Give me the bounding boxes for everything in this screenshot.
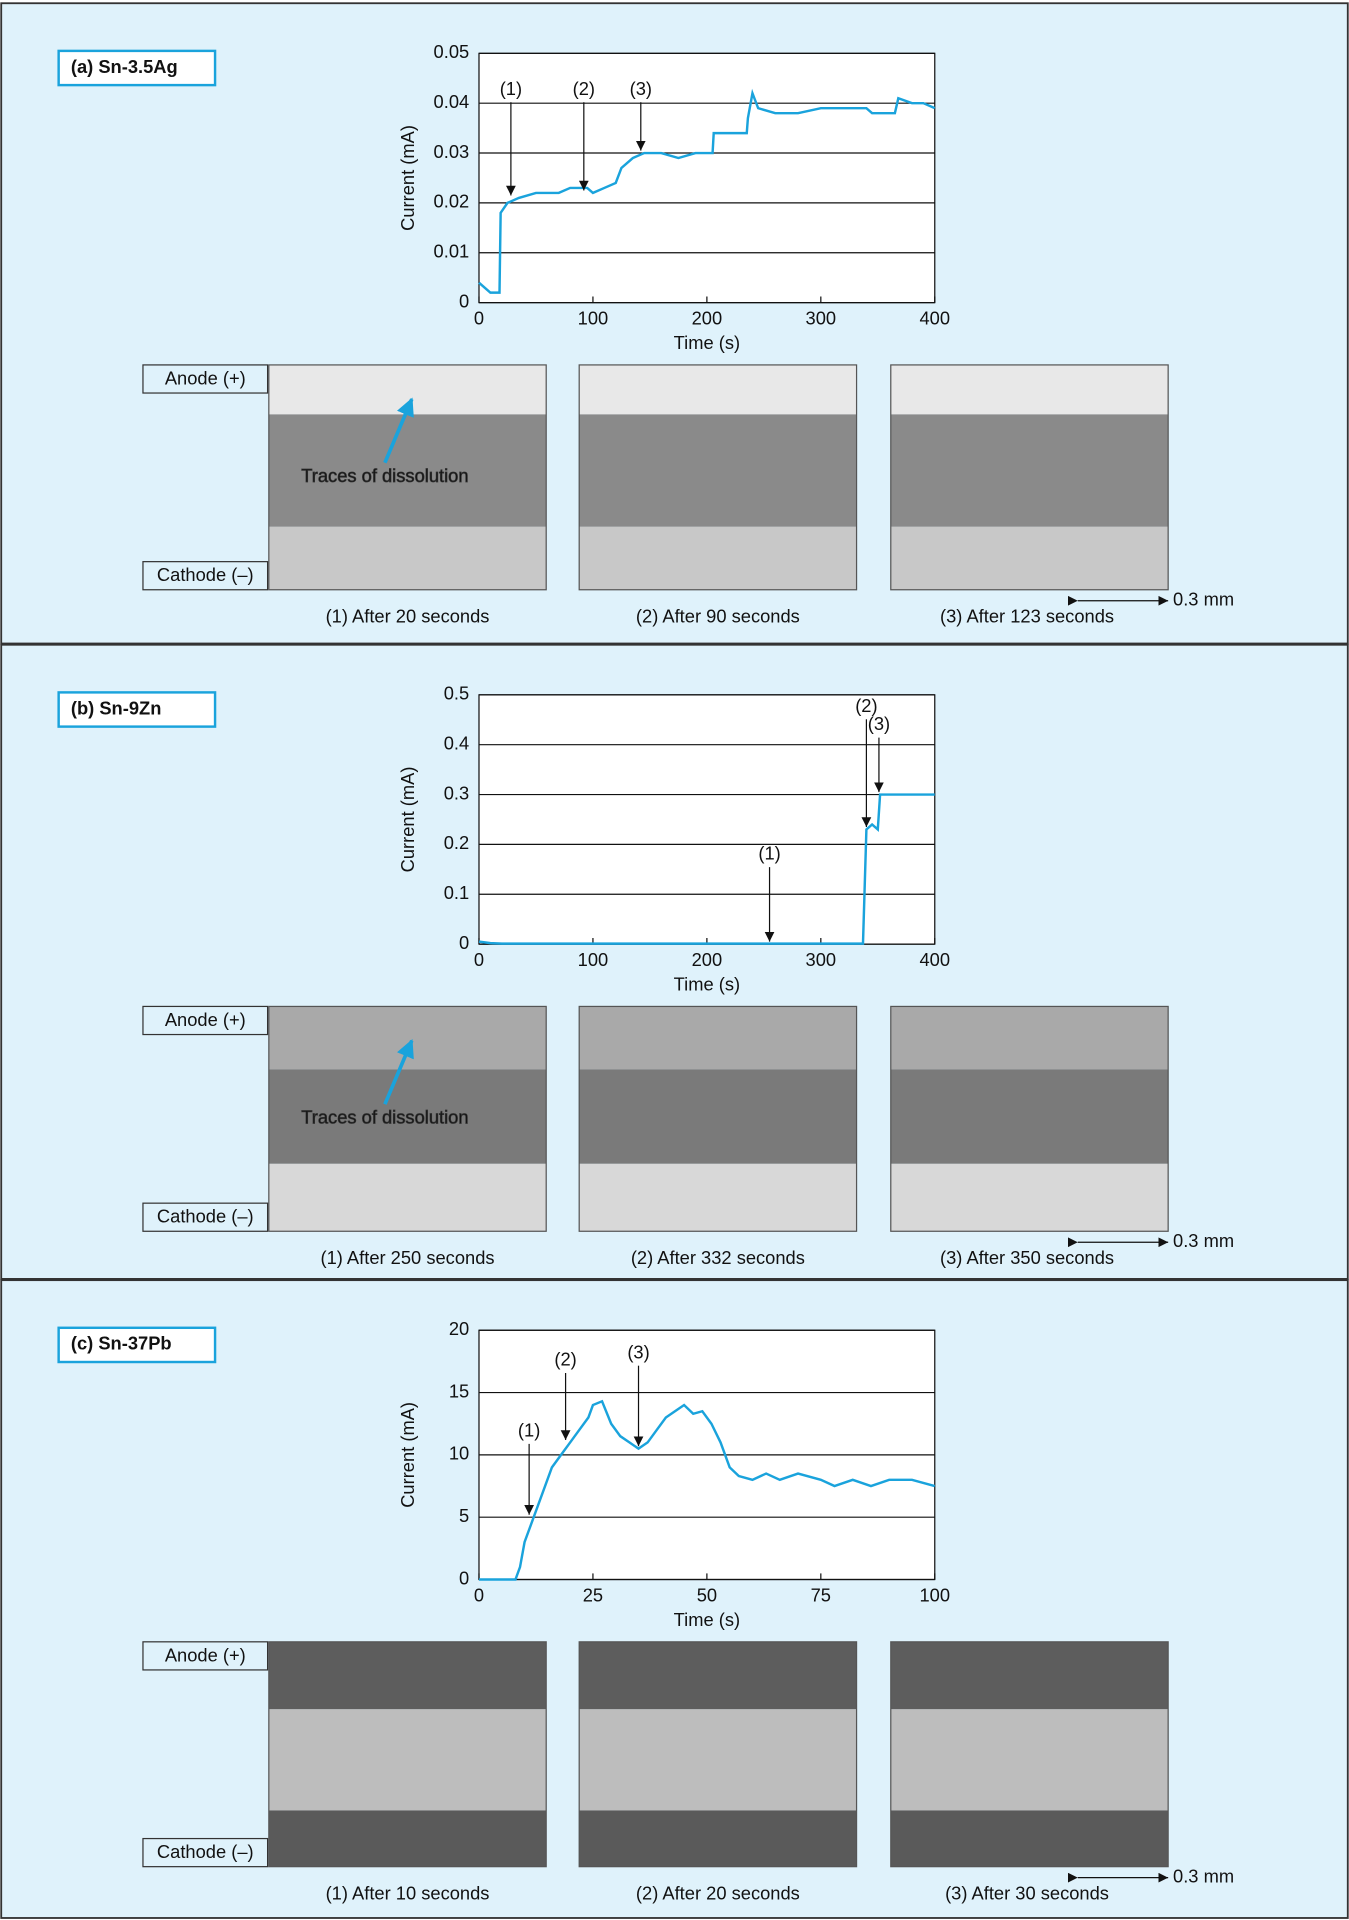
y-tick-label: 0.01	[434, 241, 470, 262]
photo-top	[579, 1642, 856, 1709]
photo-bottom	[891, 1164, 1168, 1231]
caption: (2) After 90 seconds	[636, 606, 800, 627]
electrode-label: Cathode (–)	[157, 1841, 254, 1862]
x-tick-label: 0	[474, 1584, 484, 1605]
plot-area	[479, 53, 935, 302]
photo-top	[579, 365, 856, 414]
y-tick-label: 0.2	[444, 832, 469, 853]
y-tick-label: 5	[459, 1505, 469, 1526]
photo-bottom	[269, 1164, 546, 1231]
marker-label: (3)	[627, 1341, 649, 1362]
marker-label: (1)	[758, 843, 780, 864]
caption: (1) After 10 seconds	[326, 1883, 490, 1904]
x-tick-label: 0	[474, 949, 484, 970]
y-tick-label: 0.03	[434, 141, 470, 162]
marker-label: (3)	[868, 713, 890, 734]
marker-label: (2)	[554, 1349, 576, 1370]
x-tick-label: 100	[919, 1584, 950, 1605]
caption: (3) After 350 seconds	[940, 1247, 1114, 1268]
y-tick-label: 0.1	[444, 882, 469, 903]
marker-label: (3)	[630, 78, 652, 99]
x-tick-label: 400	[919, 949, 950, 970]
photo-bottom	[579, 1164, 856, 1231]
electrode-label: Anode (+)	[165, 1644, 246, 1665]
x-tick-label: 300	[806, 949, 837, 970]
electrode-label: Anode (+)	[165, 367, 246, 388]
caption: (3) After 30 seconds	[945, 1883, 1109, 1904]
callout-label: Traces of dissolution	[301, 465, 468, 486]
scale-label: 0.3 mm	[1173, 1866, 1234, 1887]
photo-top	[891, 1642, 1168, 1709]
y-tick-label: 0	[459, 1567, 469, 1588]
x-tick-label: 200	[692, 949, 723, 970]
panel-title: (c) Sn-37Pb	[71, 1333, 172, 1354]
panel-title: (a) Sn-3.5Ag	[71, 56, 178, 77]
x-axis-label: Time (s)	[674, 974, 740, 995]
caption: (1) After 250 seconds	[320, 1247, 494, 1268]
marker-label: (2)	[573, 78, 595, 99]
y-axis-label: Current (mA)	[397, 767, 418, 873]
y-tick-label: 0.05	[434, 41, 470, 62]
photo-middle	[891, 414, 1168, 526]
caption: (2) After 20 seconds	[636, 1883, 800, 1904]
scale-label: 0.3 mm	[1173, 1230, 1234, 1251]
photo-bottom	[579, 527, 856, 590]
electrode-label: Cathode (–)	[157, 1206, 254, 1227]
y-tick-label: 20	[449, 1318, 469, 1339]
y-tick-label: 0	[459, 290, 469, 311]
x-tick-label: 50	[697, 1584, 717, 1605]
x-axis-label: Time (s)	[674, 332, 740, 353]
photo-bottom	[891, 527, 1168, 590]
photo-bottom	[269, 1810, 546, 1866]
photo-middle	[579, 1709, 856, 1810]
x-tick-label: 75	[811, 1584, 831, 1605]
scale-label: 0.3 mm	[1173, 589, 1234, 610]
y-axis-label: Current (mA)	[397, 1402, 418, 1508]
photo-middle	[579, 1069, 856, 1163]
photo-top	[891, 365, 1168, 414]
y-tick-label: 0.02	[434, 191, 470, 212]
x-tick-label: 400	[919, 308, 950, 329]
photo-bottom	[891, 1810, 1168, 1866]
y-tick-label: 0.04	[434, 91, 470, 112]
callout-label: Traces of dissolution	[301, 1107, 468, 1128]
photo-top	[891, 1006, 1168, 1069]
y-tick-label: 0.4	[444, 733, 469, 754]
y-axis-label: Current (mA)	[397, 125, 418, 231]
x-tick-label: 100	[578, 949, 609, 970]
y-tick-label: 10	[449, 1443, 469, 1464]
photo-bottom	[269, 527, 546, 590]
marker-label: (1)	[500, 78, 522, 99]
y-tick-label: 0	[459, 932, 469, 953]
photo-middle	[579, 414, 856, 526]
electrode-label: Anode (+)	[165, 1009, 246, 1030]
photo-bottom	[579, 1810, 856, 1866]
photo-top	[579, 1006, 856, 1069]
photo-middle	[269, 1709, 546, 1810]
photo-middle	[891, 1069, 1168, 1163]
figure: (a) Sn-3.5Ag00.010.020.030.040.050100200…	[0, 0, 1349, 1920]
y-tick-label: 0.3	[444, 782, 469, 803]
electrode-label: Cathode (–)	[157, 564, 254, 585]
marker-label: (1)	[518, 1420, 540, 1441]
caption: (3) After 123 seconds	[940, 606, 1114, 627]
caption: (2) After 332 seconds	[631, 1247, 805, 1268]
x-tick-label: 25	[583, 1584, 603, 1605]
photo-top	[269, 1006, 546, 1069]
x-tick-label: 300	[806, 308, 837, 329]
y-tick-label: 0.5	[444, 683, 469, 704]
panel-title: (b) Sn-9Zn	[71, 697, 162, 718]
y-tick-label: 15	[449, 1380, 469, 1401]
caption: (1) After 20 seconds	[326, 606, 490, 627]
photo-middle	[891, 1709, 1168, 1810]
x-axis-label: Time (s)	[674, 1609, 740, 1630]
x-tick-label: 100	[578, 308, 609, 329]
x-tick-label: 0	[474, 308, 484, 329]
x-tick-label: 200	[692, 308, 723, 329]
photo-top	[269, 1642, 546, 1709]
